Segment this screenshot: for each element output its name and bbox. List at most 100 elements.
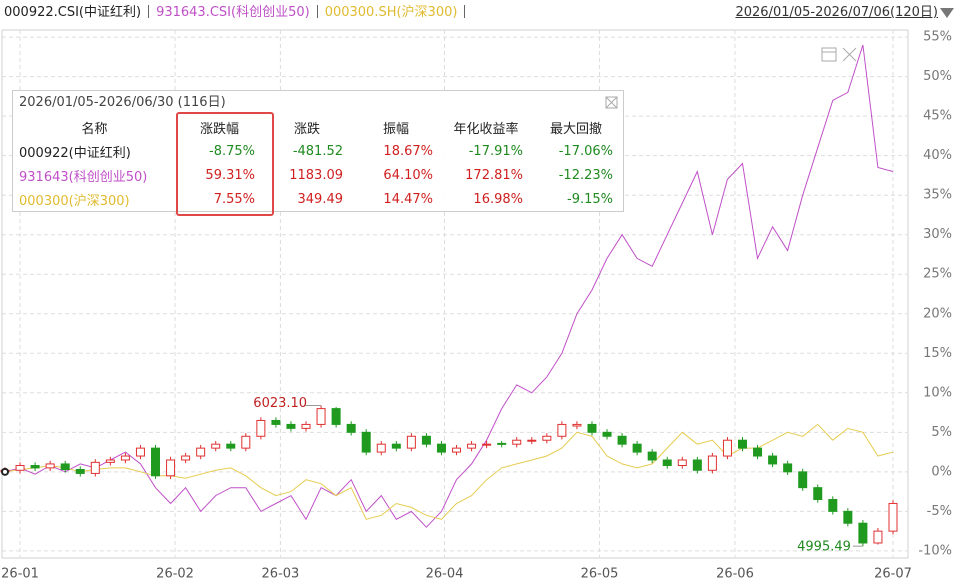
table-cell: 名称 bbox=[81, 121, 108, 137]
x-tick-label: 26-05 bbox=[581, 567, 619, 582]
candle-body bbox=[60, 463, 70, 470]
candle-body bbox=[587, 423, 597, 433]
y-tick-label: 35% bbox=[923, 188, 952, 203]
series-line bbox=[4, 44, 894, 528]
candle-body bbox=[196, 447, 206, 457]
candle-body bbox=[602, 431, 612, 437]
table-cell: 000922(中证红利) bbox=[19, 145, 131, 161]
candle-body bbox=[376, 443, 386, 453]
y-tick-label: 30% bbox=[923, 227, 952, 242]
y-tick-label: 15% bbox=[923, 346, 952, 361]
table: 名称 涨跌幅 涨跌 振幅 年化收益率 最大回撤 000922(中证红利) -8.75% -481… bbox=[13, 115, 621, 211]
x-tick-label: 26-07 bbox=[874, 567, 912, 582]
candle-body bbox=[135, 447, 145, 457]
candle-body bbox=[753, 447, 763, 457]
date-range[interactable]: 2026/01/05-2026/07/06(120日) bbox=[735, 5, 938, 20]
table-cell: 最大回撤 bbox=[549, 121, 602, 137]
table-header: 名称 涨跌幅 涨跌 振幅 年化收益率 最大回撤 bbox=[13, 115, 621, 139]
candle-body bbox=[452, 447, 462, 453]
candle-body bbox=[662, 459, 672, 467]
candle-body bbox=[873, 530, 883, 544]
table-cell: 振幅 bbox=[382, 121, 409, 137]
candle-body bbox=[768, 455, 778, 465]
y-tick-label: 0% bbox=[931, 464, 952, 479]
low-label: 4995.49 bbox=[797, 540, 851, 555]
table-cell: 64.10% bbox=[383, 167, 433, 183]
table-cell: 14.47% bbox=[383, 191, 433, 207]
table-cell: -481.52 bbox=[292, 143, 343, 159]
high-label: 6023.10 bbox=[253, 396, 307, 411]
y-tick-label: 55% bbox=[923, 30, 952, 45]
legend: 000922.CSI(中证红利) 931643.CSI(科创创业50) 000300… bbox=[4, 2, 472, 24]
candle-body bbox=[75, 468, 85, 474]
y-tick-label: 20% bbox=[923, 306, 952, 321]
candle-body bbox=[467, 443, 477, 449]
candle-body bbox=[346, 423, 356, 433]
table-cell: 涨跌幅 bbox=[199, 121, 239, 137]
candle-body bbox=[90, 461, 100, 474]
candle-body bbox=[722, 439, 732, 457]
candle-body bbox=[226, 443, 236, 449]
dropdown-arrow[interactable] bbox=[940, 8, 954, 18]
candle-body bbox=[888, 502, 898, 532]
table-cell: 7.55% bbox=[213, 191, 255, 207]
table-row: 000922(中证红利) -8.75% -481.52 18.67% -17.91% -1… bbox=[13, 139, 621, 163]
y-tick-label: 10% bbox=[923, 385, 952, 400]
y-tick-label: 40% bbox=[923, 148, 952, 163]
table-row: 931643(科创创业50) 59.31% 1183.09 64.10% 172.81%… bbox=[13, 163, 621, 187]
table-cell: -9.15% bbox=[567, 191, 613, 207]
candle-body bbox=[858, 522, 868, 544]
candle-body bbox=[828, 499, 838, 512]
table-cell: 931643(科创创业50) bbox=[19, 169, 148, 185]
candle-body bbox=[677, 459, 687, 467]
table-cell: -8.75% bbox=[209, 143, 255, 159]
table-cell: 年化收益率 bbox=[453, 121, 519, 137]
legend-item[interactable]: 931643.CSI(科创创业50) bbox=[156, 5, 310, 20]
table-cell: 1183.09 bbox=[289, 167, 343, 183]
candle-body bbox=[737, 439, 747, 449]
candle-body bbox=[617, 435, 627, 445]
candle-body bbox=[557, 423, 567, 437]
table-cell: 349.49 bbox=[297, 191, 344, 207]
candle-body bbox=[783, 463, 793, 473]
legend-item[interactable]: 000922.CSI(中证红利) bbox=[4, 5, 142, 20]
x-tick-label: 26-04 bbox=[426, 567, 464, 582]
candle-body bbox=[482, 443, 492, 446]
y-tick-label: 25% bbox=[923, 267, 952, 282]
candle-body bbox=[181, 455, 191, 461]
table-cell: -17.06% bbox=[558, 143, 613, 159]
table-close[interactable] bbox=[605, 96, 619, 110]
legend-item[interactable]: 000300.SH(沪深300) bbox=[324, 5, 458, 20]
window-icon[interactable] bbox=[821, 47, 837, 62]
candle-body bbox=[391, 443, 401, 449]
candle-body bbox=[316, 408, 326, 425]
candle-body bbox=[572, 423, 582, 427]
candle-body bbox=[527, 439, 537, 442]
candle-body bbox=[843, 510, 853, 524]
candle-body bbox=[120, 455, 130, 461]
candle-body bbox=[632, 443, 642, 453]
candle-body bbox=[406, 435, 416, 449]
table-cell: 16.98% bbox=[473, 191, 523, 207]
table-cell: 59.31% bbox=[205, 167, 255, 183]
y-tick-label: -5% bbox=[927, 504, 952, 519]
candle-body bbox=[707, 455, 717, 471]
candle-body bbox=[45, 463, 55, 469]
candle-body bbox=[301, 423, 311, 429]
candle-body bbox=[30, 465, 40, 469]
candle-body bbox=[813, 487, 823, 501]
candle-body bbox=[15, 465, 25, 471]
y-tick-label: -10% bbox=[918, 543, 952, 558]
plot-frame bbox=[1, 29, 909, 559]
x-tick-label: 26-02 bbox=[156, 567, 194, 582]
candle-body bbox=[211, 443, 221, 449]
candle-body bbox=[361, 431, 371, 453]
start-marker bbox=[1, 467, 9, 476]
candle-body bbox=[151, 447, 161, 477]
stats-table: 2026/01/05-2026/06/30 (116日) 名称 涨跌幅 涨跌 振幅 年化… bbox=[12, 90, 624, 212]
candle-body bbox=[241, 435, 251, 449]
candle-body bbox=[105, 459, 115, 463]
candle-body bbox=[436, 443, 446, 453]
close-icon[interactable] bbox=[842, 47, 857, 62]
